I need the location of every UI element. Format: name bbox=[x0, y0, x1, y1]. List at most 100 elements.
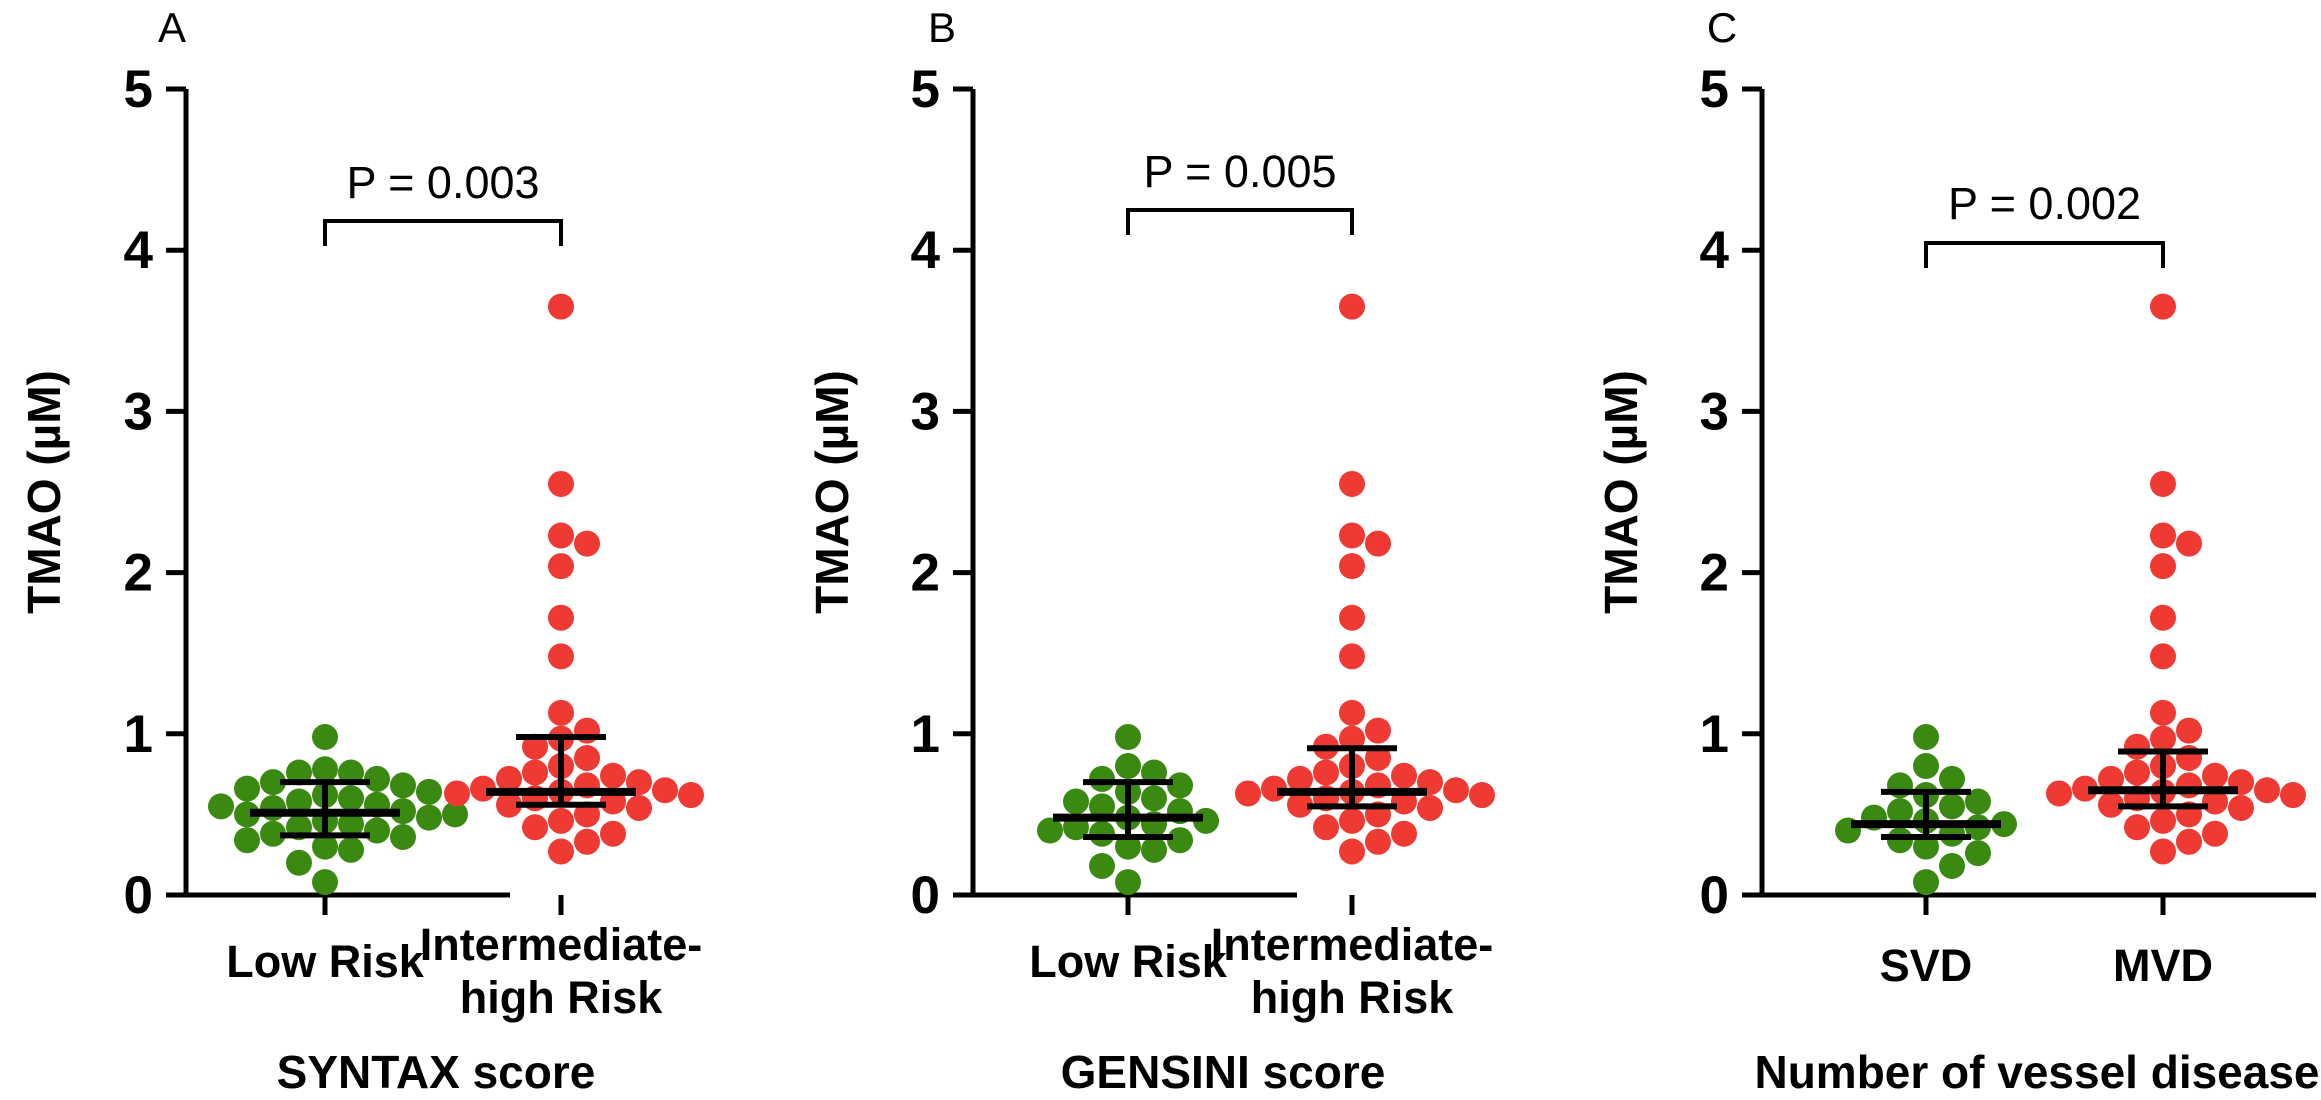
data-point bbox=[1339, 699, 1365, 726]
data-point bbox=[2150, 604, 2176, 631]
x-axis-title: Number of vessel disease bbox=[1754, 1046, 2319, 1098]
data-point bbox=[1939, 765, 1965, 792]
y-tick-label: 5 bbox=[911, 60, 940, 119]
data-point bbox=[2150, 522, 2176, 549]
panel-letter: B bbox=[928, 4, 956, 51]
data-point bbox=[1913, 833, 1939, 860]
data-point bbox=[2150, 553, 2176, 580]
y-tick-label: 1 bbox=[911, 705, 940, 764]
data-point bbox=[626, 794, 652, 821]
data-point bbox=[312, 756, 338, 783]
x-tick-label: Low Risk bbox=[1029, 936, 1228, 987]
data-point bbox=[444, 780, 470, 807]
data-point bbox=[1391, 820, 1417, 847]
data-point bbox=[2176, 717, 2202, 744]
data-point bbox=[600, 820, 626, 847]
data-point bbox=[1417, 794, 1443, 821]
y-tick-label: 2 bbox=[124, 544, 153, 603]
data-point bbox=[312, 724, 338, 751]
y-tick-label: 4 bbox=[911, 221, 941, 280]
data-point bbox=[286, 788, 312, 815]
data-point bbox=[1287, 765, 1313, 792]
significance-bracket bbox=[323, 219, 563, 246]
y-tick-label: 4 bbox=[124, 221, 154, 280]
y-tick-label: 2 bbox=[1700, 544, 1729, 603]
data-point bbox=[574, 744, 600, 771]
y-axis-title: TMAO (µM) bbox=[1595, 370, 1647, 614]
data-point bbox=[208, 793, 234, 820]
data-point bbox=[1913, 724, 1939, 751]
data-point bbox=[1887, 827, 1913, 854]
data-point bbox=[548, 553, 574, 580]
panel-letter: A bbox=[158, 4, 186, 51]
data-point bbox=[1365, 717, 1391, 744]
data-point bbox=[286, 849, 312, 876]
data-point bbox=[600, 762, 626, 789]
data-point bbox=[548, 643, 574, 670]
data-point bbox=[1391, 762, 1417, 789]
data-point bbox=[1115, 724, 1141, 751]
data-point bbox=[1365, 530, 1391, 557]
data-point bbox=[1141, 785, 1167, 812]
data-point bbox=[1339, 725, 1365, 752]
data-point bbox=[574, 530, 600, 557]
data-point bbox=[1089, 852, 1115, 879]
data-point bbox=[2150, 470, 2176, 497]
data-point bbox=[2202, 762, 2228, 789]
data-point bbox=[1887, 798, 1913, 825]
data-point bbox=[1115, 833, 1141, 860]
data-point bbox=[2124, 759, 2150, 786]
data-point bbox=[1313, 759, 1339, 786]
data-point bbox=[1339, 838, 1365, 865]
data-point bbox=[1339, 807, 1365, 834]
data-point bbox=[1115, 869, 1141, 896]
data-point bbox=[1339, 553, 1365, 580]
data-point bbox=[2150, 699, 2176, 726]
data-point bbox=[390, 772, 416, 799]
chart-panel-c: C 0 1 2 3 4 5 TMAO (µM) SVD MVD Number of vessel d… bbox=[1595, 4, 2320, 1098]
data-point bbox=[2176, 828, 2202, 855]
chart-panel-a: A 0 1 2 3 4 5 TMAO (µM) Low RiskIntermediate-hig… bbox=[18, 4, 704, 1098]
data-point bbox=[496, 765, 522, 792]
x-axis-title: GENSINI score bbox=[1061, 1046, 1386, 1098]
data-point bbox=[2254, 777, 2280, 804]
data-point bbox=[1089, 793, 1115, 820]
data-point bbox=[234, 775, 260, 802]
data-point bbox=[364, 817, 390, 844]
data-point bbox=[1141, 836, 1167, 863]
data-point bbox=[2176, 772, 2202, 799]
y-axis-title: TMAO (µM) bbox=[806, 370, 858, 614]
data-point bbox=[1141, 759, 1167, 786]
data-point bbox=[338, 836, 364, 863]
data-point bbox=[496, 791, 522, 818]
data-point bbox=[1089, 765, 1115, 792]
data-point bbox=[1167, 827, 1193, 854]
p-value-label: P = 0.003 bbox=[346, 157, 539, 208]
p-value-label: P = 0.005 bbox=[1143, 146, 1336, 197]
data-point bbox=[286, 759, 312, 786]
significance-bracket bbox=[1126, 208, 1354, 235]
data-point bbox=[312, 869, 338, 896]
y-tick-label: 1 bbox=[1700, 705, 1729, 764]
x-tick-label: SVD bbox=[1880, 940, 1973, 991]
data-point bbox=[548, 522, 574, 549]
x-tick-label: high Risk bbox=[1251, 972, 1454, 1023]
data-point bbox=[2150, 807, 2176, 834]
data-point bbox=[548, 604, 574, 631]
data-point bbox=[1939, 852, 1965, 879]
data-point bbox=[678, 782, 704, 809]
x-tick-label: Intermediate- bbox=[1211, 919, 1494, 970]
y-tick-label: 5 bbox=[1700, 60, 1729, 119]
chart-panel-b: B 0 1 2 3 4 5 TMAO (µM) Low RiskIntermediate-hig… bbox=[806, 4, 1495, 1098]
y-tick-label: 3 bbox=[1700, 382, 1729, 441]
data-point bbox=[1089, 820, 1115, 847]
data-point bbox=[1913, 869, 1939, 896]
y-axis-title: TMAO (µM) bbox=[18, 370, 70, 614]
data-point bbox=[2098, 791, 2124, 818]
data-point bbox=[2124, 733, 2150, 760]
data-point bbox=[548, 699, 574, 726]
y-tick-label: 0 bbox=[124, 866, 153, 925]
data-point bbox=[364, 765, 390, 792]
data-point bbox=[652, 777, 678, 804]
data-point bbox=[2176, 530, 2202, 557]
